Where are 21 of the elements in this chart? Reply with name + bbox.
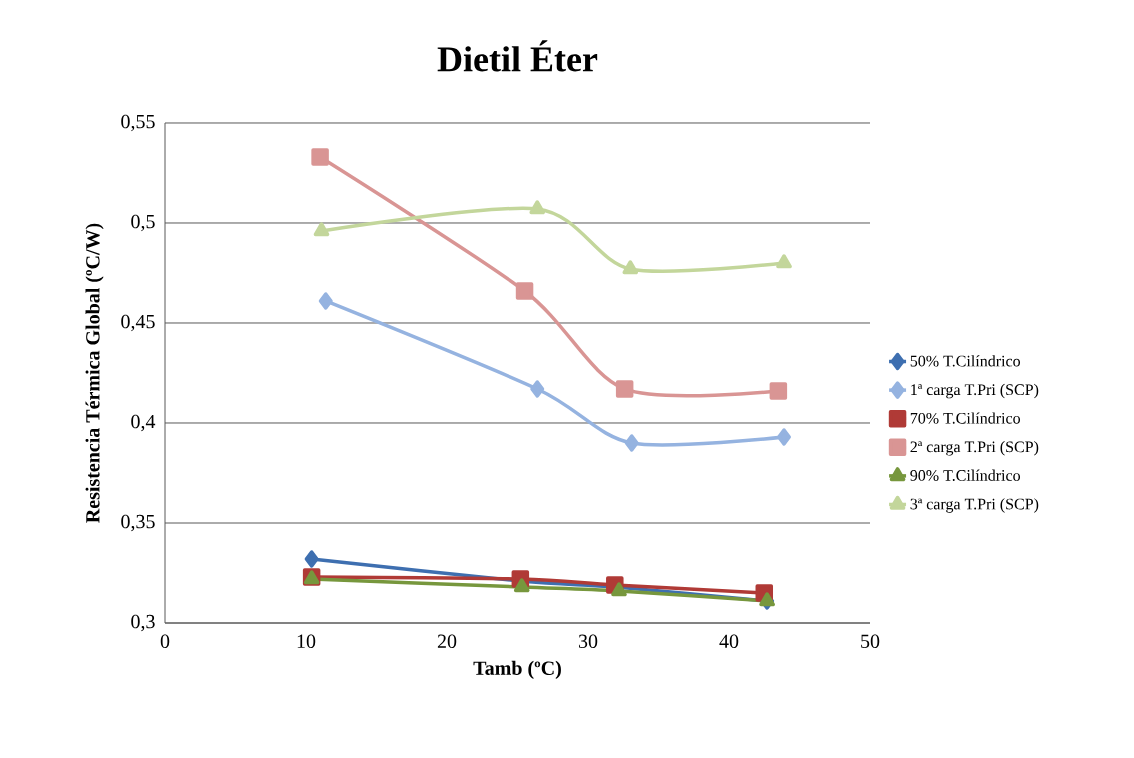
x-tick-label: 50 bbox=[861, 634, 880, 649]
x-axis-title: Tamb (ºC) bbox=[473, 660, 561, 679]
x-tick-label: 30 bbox=[578, 634, 598, 649]
legend-label: 70% T.Cilíndrico bbox=[910, 412, 1021, 424]
y-tick-label: 0,55 bbox=[121, 114, 155, 132]
x-tick-label: 0 bbox=[160, 634, 170, 649]
y-tick-label: 0,4 bbox=[131, 414, 156, 432]
y-axis-title: Resistencia Térmica Global (ºC/W) bbox=[85, 223, 104, 523]
legend-label: 1ª carga T.Pri (SCP) bbox=[911, 383, 1039, 399]
legend-label: 90% T.Cilíndrico bbox=[910, 469, 1021, 481]
y-tick-label: 0,5 bbox=[131, 214, 155, 232]
x-tick-label: 20 bbox=[437, 634, 457, 649]
legend-label: 3ª carga T.Pri (SCP) bbox=[910, 498, 1039, 513]
y-tick-label: 0,35 bbox=[121, 514, 155, 532]
legend-label: 2ª carga T.Pri (SCP) bbox=[910, 440, 1039, 456]
x-tick-label: 10 bbox=[297, 634, 316, 649]
chart-title: Dietil Éter bbox=[437, 40, 598, 72]
legend-label: 50% T.Cilíndrico bbox=[910, 355, 1021, 367]
y-tick-label: 0,45 bbox=[121, 314, 155, 332]
y-tick-label: 0,3 bbox=[131, 614, 155, 632]
x-tick-label: 40 bbox=[719, 634, 739, 649]
